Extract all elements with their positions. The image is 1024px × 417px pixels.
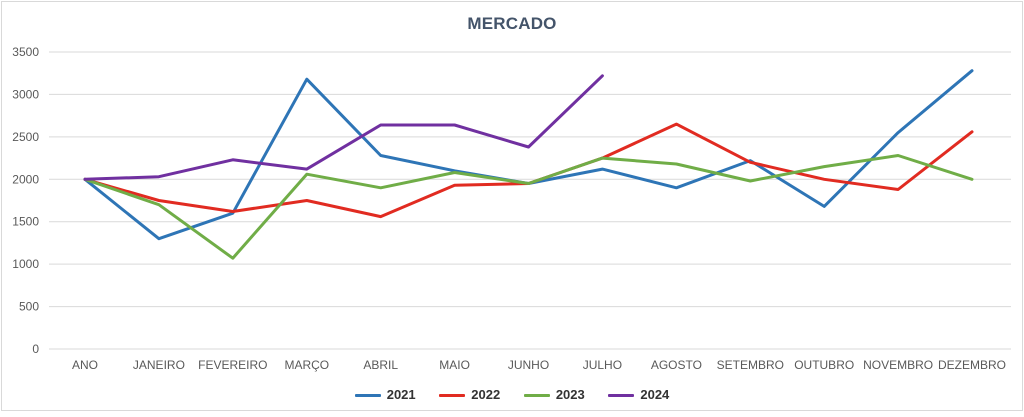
svg-text:2000: 2000 [12, 172, 39, 186]
svg-text:NOVEMBRO: NOVEMBRO [863, 358, 933, 372]
svg-text:JANEIRO: JANEIRO [133, 358, 185, 372]
svg-text:OUTUBRO: OUTUBRO [794, 358, 854, 372]
svg-text:JUNHO: JUNHO [508, 358, 549, 372]
svg-text:JULHO: JULHO [583, 358, 622, 372]
svg-text:MARÇO: MARÇO [284, 358, 329, 372]
svg-text:DEZEMBRO: DEZEMBRO [938, 358, 1006, 372]
svg-text:FEVEREIRO: FEVEREIRO [198, 358, 267, 372]
svg-text:1000: 1000 [12, 257, 39, 271]
svg-text:1500: 1500 [12, 215, 39, 229]
svg-text:500: 500 [19, 300, 39, 314]
svg-text:MAIO: MAIO [439, 358, 470, 372]
svg-text:AGOSTO: AGOSTO [651, 358, 702, 372]
svg-text:ABRIL: ABRIL [363, 358, 398, 372]
svg-text:2500: 2500 [12, 130, 39, 144]
svg-text:3500: 3500 [12, 45, 39, 59]
svg-text:ANO: ANO [72, 358, 98, 372]
svg-text:3000: 3000 [12, 87, 39, 101]
svg-text:SETEMBRO: SETEMBRO [717, 358, 784, 372]
svg-text:0: 0 [32, 342, 39, 356]
